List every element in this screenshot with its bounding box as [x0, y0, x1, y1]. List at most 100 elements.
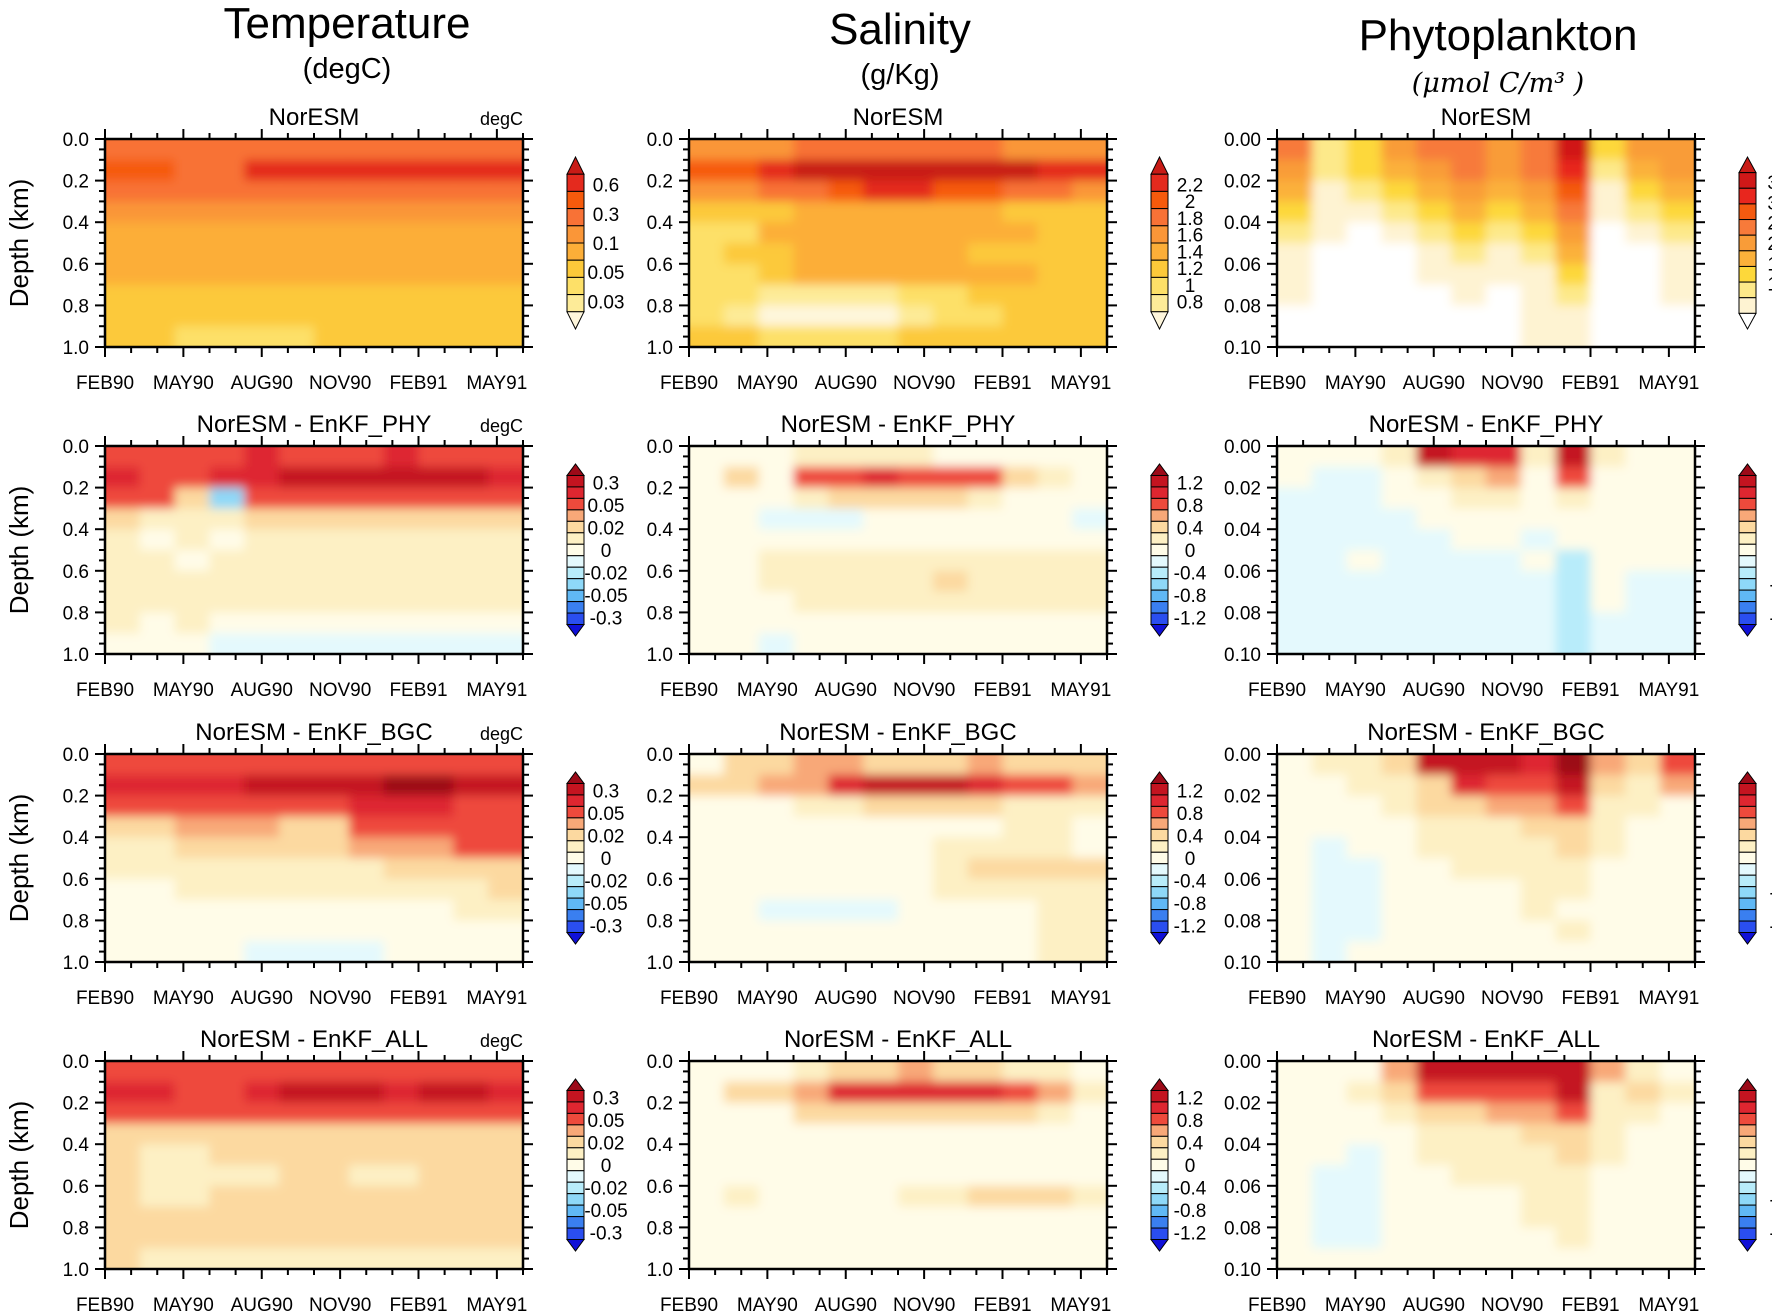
colorbar-box	[566, 543, 585, 557]
colorbar-label: 30	[1767, 193, 1772, 214]
contour-cell	[105, 920, 141, 943]
contour-cell	[723, 633, 760, 654]
contour-cell	[209, 612, 246, 635]
contour-cell	[244, 816, 281, 839]
contour-cell	[418, 326, 455, 347]
contour-cell	[1072, 508, 1107, 531]
contour-cell	[932, 1102, 969, 1125]
contour-cell	[793, 529, 830, 551]
contour-cell	[863, 795, 899, 818]
contour-cell	[1520, 1102, 1557, 1125]
contour-cell	[758, 139, 795, 161]
contour-cell	[174, 1185, 211, 1208]
contour-cell	[967, 920, 1004, 943]
contour-cell	[209, 1061, 246, 1083]
contour-cell	[1590, 837, 1627, 859]
contour-cell	[348, 1227, 385, 1250]
contour-cell	[1416, 1102, 1453, 1125]
contour-cell	[453, 139, 490, 161]
contour-cell	[1277, 487, 1313, 510]
colorbar-box	[566, 863, 585, 876]
contour-cell	[1381, 591, 1418, 614]
contour-cell	[723, 284, 760, 307]
contour-cell	[1002, 816, 1039, 839]
contour-cell	[1520, 466, 1557, 489]
colorbar-box	[1150, 497, 1169, 511]
contour-cell	[1660, 1081, 1695, 1104]
contour-cell	[174, 941, 211, 962]
contour-cell	[314, 1185, 350, 1208]
contour-cell	[1520, 899, 1557, 922]
colorbar-box	[566, 190, 585, 210]
contour-cell	[1346, 591, 1383, 614]
colorbar-label: -6	[1770, 609, 1772, 630]
contour-cell	[453, 795, 490, 818]
contour-cell	[1277, 1206, 1313, 1229]
contour-cell	[1002, 1102, 1039, 1125]
colorbar-label: 0.3	[593, 1088, 619, 1109]
contour-cell	[1660, 508, 1695, 531]
contour-cell	[863, 508, 899, 531]
contour-cell	[1660, 633, 1695, 654]
y-tick-label: 0.02	[1224, 787, 1261, 808]
contour-cell	[1416, 816, 1453, 839]
contour-cell	[105, 878, 141, 901]
colorbar-box	[1150, 1204, 1169, 1218]
contour-cell	[244, 858, 281, 880]
contour-cell	[793, 222, 830, 244]
contour-cell	[244, 159, 281, 182]
y-tick-label: 0.6	[647, 562, 673, 583]
x-tick-label: FEB90	[76, 988, 134, 1009]
panel: FEB90 MAY90 AUG90 NOV90 FEB91 MAY910.00.20.40…	[4, 104, 624, 394]
y-tick-label: 0.0	[647, 437, 673, 458]
contour-cell	[1590, 550, 1627, 572]
contour-cell	[1381, 305, 1418, 328]
contour-cell	[488, 305, 523, 328]
colorbar-label: 0.3	[593, 205, 619, 226]
contour-cell	[453, 858, 490, 880]
contour-cell	[898, 774, 934, 797]
contour-cell	[1451, 941, 1487, 962]
colorbar-label: 0.3	[593, 473, 619, 494]
contour-cell	[418, 222, 455, 244]
contour-cell	[418, 1185, 455, 1208]
contour-cell	[1311, 591, 1348, 614]
colorbar-box	[566, 208, 585, 227]
x-tick-label: FEB91	[389, 373, 447, 394]
contour-cell	[139, 326, 176, 347]
contour-cell	[314, 263, 350, 286]
colorbar-label: 2.2	[1177, 176, 1203, 197]
contour-cell	[1002, 1206, 1039, 1229]
contour-cell	[279, 201, 315, 224]
contour-cell	[1416, 1206, 1453, 1229]
contour-cell	[932, 1061, 969, 1083]
y-tick-label: 0.04	[1224, 828, 1261, 849]
contour-cell	[828, 774, 865, 797]
contour-cell	[1660, 591, 1695, 614]
contour-cell	[488, 263, 523, 286]
contour-cell	[209, 754, 246, 776]
contour-cell	[1520, 754, 1557, 776]
contour-cell	[967, 899, 1004, 922]
colorbar-box	[1738, 1181, 1757, 1195]
contour-cell	[1660, 795, 1695, 818]
contour-cell	[723, 326, 760, 347]
contour-cell	[139, 1206, 176, 1229]
contour-cell	[1590, 899, 1627, 922]
contour-cell	[244, 1206, 281, 1229]
contour-cell	[898, 1061, 934, 1083]
panel: FEB90 MAY90 AUG90 NOV90 FEB91 MAY910.00.20.40…	[4, 1026, 628, 1316]
y-tick-label: 0.0	[63, 1052, 89, 1073]
contour-cell	[244, 326, 281, 347]
contour-cell	[1451, 1102, 1487, 1125]
contour-cell	[1416, 263, 1453, 286]
colorbar: 2.221.81.61.41.210.8	[1150, 155, 1204, 331]
contour-cell	[1072, 1227, 1107, 1250]
y-tick-label: 0.2	[647, 787, 673, 808]
contour-cell	[689, 159, 725, 182]
contour-cell	[1072, 1206, 1107, 1229]
contour-cell	[314, 487, 350, 510]
contour-cell	[1037, 305, 1074, 328]
contour-cell	[453, 633, 490, 654]
contour-cell	[1451, 1185, 1487, 1208]
